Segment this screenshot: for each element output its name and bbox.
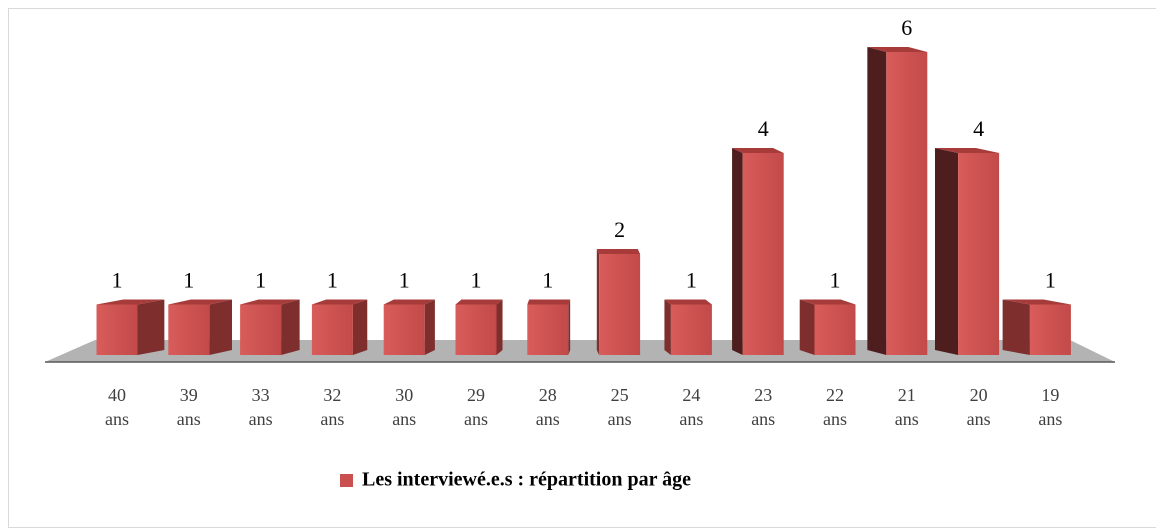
bar-side xyxy=(934,148,959,355)
bar-front xyxy=(670,304,712,355)
bar-side xyxy=(137,299,165,355)
bar-side xyxy=(209,299,232,355)
data-label: 1 xyxy=(830,268,841,293)
bar-top xyxy=(596,249,641,254)
bar xyxy=(867,47,928,355)
data-label: 1 xyxy=(471,268,482,293)
bar-side xyxy=(867,47,887,355)
x-tick-label: 28 ans xyxy=(535,385,560,429)
bar-front xyxy=(455,304,497,355)
bar-top xyxy=(168,299,232,305)
bar-top xyxy=(934,148,1000,153)
data-label: 1 xyxy=(255,268,266,293)
bar-side xyxy=(1002,299,1030,355)
bar-front xyxy=(886,52,928,355)
x-tick-label: 24 ans xyxy=(679,385,704,429)
data-label: 1 xyxy=(686,268,697,293)
data-label: 2 xyxy=(614,217,625,242)
bar-front xyxy=(742,153,784,355)
bar-front xyxy=(1029,304,1071,355)
bar xyxy=(383,299,435,355)
data-label: 4 xyxy=(973,116,984,141)
bar xyxy=(168,299,232,355)
x-tick-label: 33 ans xyxy=(248,385,273,429)
x-tick-label: 23 ans xyxy=(751,385,776,429)
bar-top xyxy=(664,299,712,305)
x-tick-label: 19 ans xyxy=(1038,385,1063,429)
bar-front xyxy=(599,254,641,355)
bar xyxy=(240,299,300,355)
bar-side xyxy=(496,299,503,355)
bar-side xyxy=(799,299,815,355)
x-tick-label: 30 ans xyxy=(392,385,417,429)
bar-side xyxy=(732,148,743,355)
x-tick-label: 32 ans xyxy=(320,385,345,429)
bar xyxy=(1002,299,1071,355)
bar-side xyxy=(424,299,435,355)
x-tick-label: 21 ans xyxy=(894,385,919,429)
bar xyxy=(455,299,503,355)
data-label: 6 xyxy=(901,15,912,40)
bar-front xyxy=(240,304,282,355)
bar xyxy=(96,299,165,355)
bar-side xyxy=(568,299,571,355)
legend-label: Les interviewé.e.s : répartition par âge xyxy=(362,469,691,491)
bar-side xyxy=(352,299,368,355)
legend-swatch xyxy=(340,474,353,487)
bar-top xyxy=(311,299,368,305)
bar xyxy=(527,299,571,355)
data-label: 1 xyxy=(327,268,338,293)
x-tick-label: 25 ans xyxy=(607,385,632,429)
bar xyxy=(664,299,712,355)
x-tick-label: 22 ans xyxy=(823,385,847,429)
bar-top xyxy=(240,299,300,305)
bar-top xyxy=(1002,299,1071,305)
bar-front xyxy=(527,304,569,355)
data-label: 1 xyxy=(399,268,410,293)
page: Les interviewé.e.s : répartition par âge… xyxy=(8,8,1156,528)
bar-front xyxy=(958,153,1000,355)
bar-front xyxy=(311,304,353,355)
bar-top xyxy=(799,299,856,305)
bar xyxy=(799,299,856,355)
bar-top xyxy=(867,47,928,52)
bar-top xyxy=(732,148,784,153)
bar-front xyxy=(383,304,425,355)
x-tick-label: 29 ans xyxy=(464,385,488,429)
chart: Les interviewé.e.s : répartition par âge… xyxy=(45,15,1115,491)
bar-side xyxy=(281,299,300,355)
bar xyxy=(732,148,784,355)
x-tick-label: 20 ans xyxy=(966,385,991,429)
data-label: 4 xyxy=(758,116,769,141)
bar xyxy=(596,249,641,355)
bar-top xyxy=(527,299,571,305)
data-label: 1 xyxy=(183,268,194,293)
data-label: 1 xyxy=(112,268,123,293)
bar-front xyxy=(814,304,856,355)
x-tick-label: 39 ans xyxy=(176,385,201,429)
x-tick-label: 40 ans xyxy=(105,385,129,429)
bar-front xyxy=(96,304,138,355)
data-label: 1 xyxy=(1045,268,1056,293)
bar xyxy=(934,148,1000,355)
bar-top xyxy=(383,299,435,305)
data-label: 1 xyxy=(542,268,553,293)
bar-side xyxy=(596,249,600,355)
bar xyxy=(311,299,368,355)
bar-top xyxy=(96,299,165,305)
bar-side xyxy=(664,299,671,355)
bar-top xyxy=(455,299,503,305)
bar-front xyxy=(168,304,210,355)
